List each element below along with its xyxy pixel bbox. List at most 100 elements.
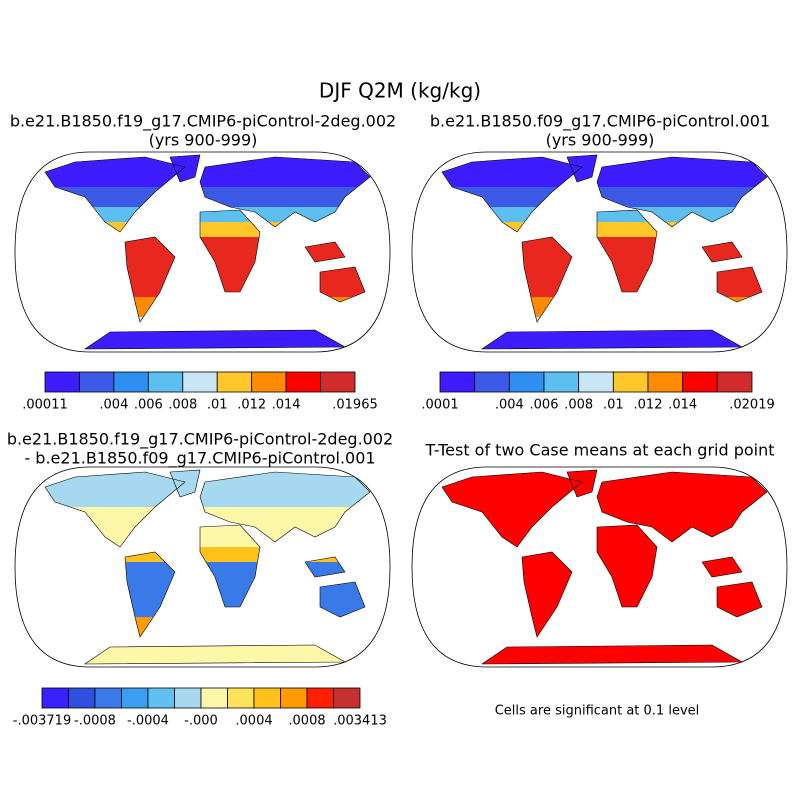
field-band [442,187,767,207]
colorbar-label: .02019 [729,398,775,413]
panel-title: b.e21.B1850.f19_g17.CMIP6-piControl-2deg… [7,430,393,450]
colorbar-label: .004 [99,398,128,413]
color-box [508,371,545,393]
color-box [285,371,321,393]
color-box [578,371,614,393]
color-box [113,371,149,393]
color-box [474,371,510,393]
colorbar-label: .0001 [421,398,458,413]
color-box [68,687,96,709]
coastline [169,469,201,498]
colorbar-label: .014 [668,398,697,413]
panel-title: b.e21.B1850.f19_g17.CMIP6-piControl-2deg… [10,112,396,132]
coastline [84,329,347,350]
colorbar-label: .008 [564,398,593,413]
color-box [94,687,122,709]
color-box [182,371,218,393]
colorbar-label: .01965 [332,398,378,413]
panel-title: - b.e21.B1850.f09_g17.CMIP6-piControl.00… [24,449,375,469]
color-box [147,371,184,393]
colorbar-label: .012 [634,398,663,413]
panel-title: (yrs 900-999) [546,131,655,150]
color-box [251,371,287,393]
coastline [481,329,744,350]
coastline [124,551,176,638]
coastline [566,154,598,183]
coastline [596,209,658,293]
color-box [306,687,334,709]
colorbar-label: .014 [272,398,301,413]
colorbar-label: .012 [237,398,266,413]
field-band [45,187,370,207]
coastline [441,471,583,548]
colorbar-label: -.0008 [74,714,116,729]
coastline [199,471,371,543]
coastline [596,524,658,608]
color-box [44,371,80,393]
coastline [701,241,743,263]
map-panel [411,151,788,353]
coastline [304,241,346,263]
color-box [439,371,476,393]
map-panel [14,151,391,353]
coastline [596,471,768,543]
colorbar-label: -.003719 [13,714,71,729]
panel-title: (yrs 900-999) [149,131,258,150]
figure-title: DJF Q2M (kg/kg) [319,79,481,103]
color-box [41,687,69,709]
color-box [147,687,175,709]
colorbar-label: .0004 [235,714,272,729]
coastline [319,581,366,618]
panel-title: T-Test of two Case means at each grid po… [424,441,774,460]
coastline [319,266,366,303]
coastline [124,236,176,323]
coastline [44,156,186,233]
color-box [543,371,580,393]
color-box [121,687,149,709]
coastline [304,556,346,578]
coastline [44,471,186,548]
color-box [79,371,115,393]
coastline [169,154,201,183]
color-box [280,687,308,709]
coastline [716,581,763,618]
colorbar-label: .01 [603,398,624,413]
colorbar-label: .006 [530,398,559,413]
colorbar-label: -.000 [184,714,218,729]
colorbar-label: .004 [495,398,524,413]
colorbar-label: .008 [168,398,197,413]
field-band [45,328,370,349]
coastline [701,556,743,578]
panel-title: b.e21.B1850.f09_g17.CMIP6-piControl.001 [430,112,770,132]
field-band [45,643,370,664]
colorbar-label: .006 [134,398,163,413]
colorbar-label: .0008 [288,714,325,729]
color-box [612,371,649,393]
coastline [596,156,768,228]
colorbar-label: .01 [207,398,228,413]
color-box [320,371,356,393]
coastline [84,644,347,665]
field-band [442,328,767,349]
coastline [441,156,583,233]
color-box [647,371,684,393]
color-box [174,687,202,709]
coastline [199,209,261,293]
color-box [253,687,281,709]
color-box [716,371,753,393]
map-panel [14,466,391,668]
colorbar-label: .00011 [22,398,68,413]
coastline [199,156,371,228]
color-box [200,687,228,709]
color-box [227,687,255,709]
color-box [682,371,718,393]
coastline [521,551,573,638]
coastline [199,524,261,608]
color-box [333,687,361,709]
coastline [521,236,573,323]
coastline [566,469,598,498]
color-box [216,371,253,393]
panel-note: Cells are significant at 0.1 level [495,704,700,719]
colorbar-label: .003413 [333,714,387,729]
